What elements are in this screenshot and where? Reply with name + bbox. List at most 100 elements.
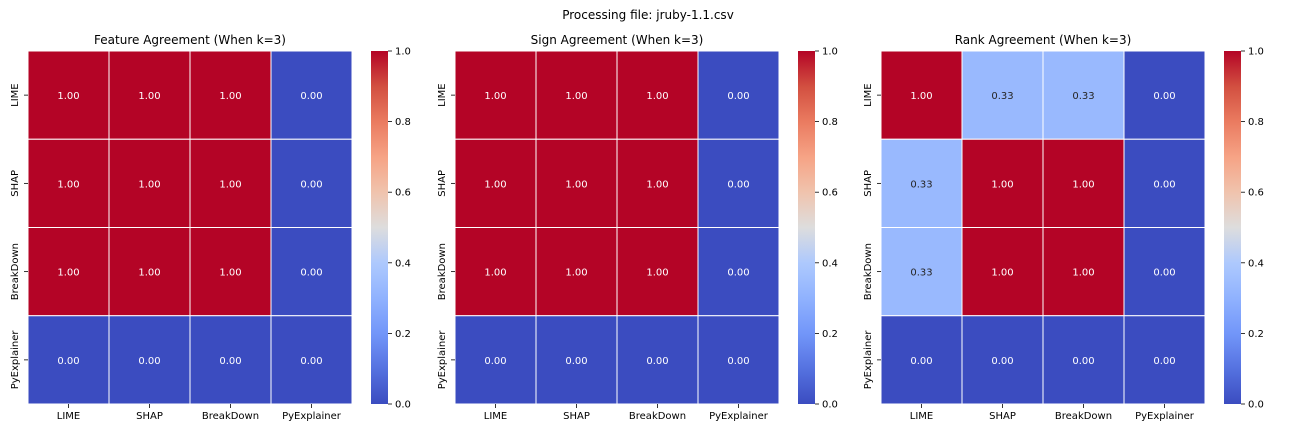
- colorbar-tick-label: 0.4: [395, 258, 411, 269]
- colorbar-tick-label: 1.0: [822, 47, 838, 58]
- colorbar: [1224, 51, 1241, 404]
- heatmap-cell: [535, 138, 618, 228]
- heatmap-cell: [1042, 138, 1125, 228]
- cell-value-label: 0.00: [727, 179, 749, 190]
- heatmap-cell: [108, 315, 191, 405]
- heatmap-cell: [1123, 315, 1206, 405]
- heatmap-cell: [1123, 138, 1206, 228]
- cell-value-label: 1.00: [1072, 179, 1094, 190]
- cell-value-label: 1.00: [138, 179, 160, 190]
- heatmap-cell: [697, 315, 780, 405]
- heatmap-cell: [697, 50, 780, 140]
- cell-value-label: 0.33: [910, 268, 932, 279]
- heatmap-cell: [616, 50, 699, 140]
- heatmap-cell: [27, 50, 110, 140]
- heatmap-cell: [270, 315, 353, 405]
- heatmap-cell: [535, 315, 618, 405]
- cell-value-label: 0.00: [57, 356, 79, 367]
- heatmap-cell: [108, 227, 191, 317]
- cell-value-label: 0.00: [727, 91, 749, 102]
- cell-value-label: 0.00: [1153, 179, 1175, 190]
- x-tick-label: PyExplainer: [282, 411, 342, 422]
- heatmap-cell: [108, 138, 191, 228]
- cell-value-label: 0.33: [910, 179, 932, 190]
- heatmap-cell: [1123, 50, 1206, 140]
- heatmap-cell: [616, 138, 699, 228]
- heatmap-cell: [880, 315, 963, 405]
- y-tick-label: LIME: [437, 83, 448, 106]
- y-tick-label: BreakDown: [863, 243, 874, 300]
- x-tick-label: BreakDown: [629, 411, 686, 422]
- x-tick-label: BreakDown: [1055, 411, 1112, 422]
- colorbar-tick-label: 0.0: [1248, 400, 1264, 411]
- colorbar-tick-label: 0.2: [1248, 329, 1264, 340]
- x-tick-label: SHAP: [563, 411, 590, 422]
- heatmap-cell: [616, 227, 699, 317]
- colorbar-tick-label: 0.2: [395, 329, 411, 340]
- panel-title: Feature Agreement (When k=3): [94, 33, 286, 47]
- heatmap-cell: [270, 227, 353, 317]
- heatmap-cell: [961, 227, 1044, 317]
- cell-value-label: 1.00: [565, 268, 587, 279]
- cell-value-label: 1.00: [991, 268, 1013, 279]
- cell-value-label: 1.00: [57, 91, 79, 102]
- cell-value-label: 1.00: [991, 179, 1013, 190]
- cell-value-label: 1.00: [57, 179, 79, 190]
- colorbar-tick-label: 0.6: [822, 188, 838, 199]
- cell-value-label: 0.00: [1153, 91, 1175, 102]
- cell-value-label: 0.00: [300, 91, 322, 102]
- heatmap-cell: [535, 227, 618, 317]
- cell-value-label: 0.00: [1153, 268, 1175, 279]
- heatmap-cell: [27, 138, 110, 228]
- cell-value-label: 0.00: [300, 356, 322, 367]
- y-tick-label: LIME: [10, 83, 21, 106]
- cell-value-label: 0.00: [727, 356, 749, 367]
- cell-value-label: 0.33: [1072, 91, 1094, 102]
- heatmap-cell: [454, 227, 537, 317]
- colorbar-tick-label: 0.2: [822, 329, 838, 340]
- colorbar-tick-label: 0.0: [395, 400, 411, 411]
- x-tick-label: LIME: [57, 411, 80, 422]
- cell-value-label: 0.33: [991, 91, 1013, 102]
- heatmap-cell: [189, 50, 272, 140]
- cell-value-label: 1.00: [646, 268, 668, 279]
- heatmap-panel-2: Sign Agreement (When k=3) 1.00 1.00 1.00 0.0…: [437, 33, 838, 422]
- heatmap-cell: [1123, 227, 1206, 317]
- colorbar-tick-label: 0.6: [1248, 188, 1264, 199]
- cell-value-label: 0.00: [991, 356, 1013, 367]
- cell-value-label: 1.00: [138, 268, 160, 279]
- cell-value-label: 0.00: [565, 356, 587, 367]
- cell-value-label: 1.00: [646, 179, 668, 190]
- heatmap-cell: [27, 315, 110, 405]
- cell-value-label: 0.00: [484, 356, 506, 367]
- heatmap-cell: [454, 138, 537, 228]
- heatmap-cell: [108, 50, 191, 140]
- colorbar-tick-label: 1.0: [1248, 47, 1264, 58]
- colorbar-tick-label: 0.6: [395, 188, 411, 199]
- cell-value-label: 0.00: [300, 179, 322, 190]
- heatmap-cell: [961, 138, 1044, 228]
- y-tick-label: PyExplainer: [437, 330, 448, 390]
- colorbar: [798, 51, 815, 404]
- cell-value-label: 1.00: [138, 91, 160, 102]
- colorbar-tick-label: 0.8: [822, 117, 838, 128]
- cell-value-label: 1.00: [646, 91, 668, 102]
- colorbar-tick-label: 0.4: [822, 258, 838, 269]
- panel-title: Rank Agreement (When k=3): [955, 33, 1132, 47]
- heatmap-cell: [616, 315, 699, 405]
- y-tick-label: BreakDown: [10, 243, 21, 300]
- heatmap-panel-3: Rank Agreement (When k=3) 1.00 0.33 0.33 0.0…: [863, 33, 1264, 422]
- colorbar: [371, 51, 388, 404]
- heatmap-cell: [697, 138, 780, 228]
- heatmap-cell: [1042, 50, 1125, 140]
- cell-value-label: 0.00: [138, 356, 160, 367]
- cell-value-label: 1.00: [565, 91, 587, 102]
- y-tick-label: PyExplainer: [863, 330, 874, 390]
- cell-value-label: 0.00: [219, 356, 241, 367]
- cell-value-label: 1.00: [219, 268, 241, 279]
- heatmap-cell: [961, 50, 1044, 140]
- colorbar-tick-label: 1.0: [395, 47, 411, 58]
- y-tick-label: SHAP: [863, 170, 874, 197]
- cell-value-label: 0.00: [1072, 356, 1094, 367]
